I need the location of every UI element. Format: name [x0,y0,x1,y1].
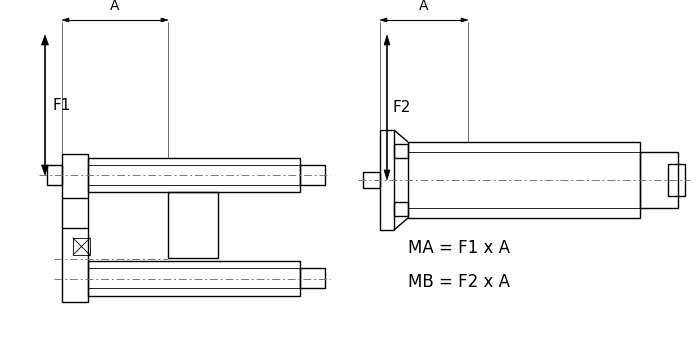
Polygon shape [41,165,48,175]
Polygon shape [161,18,168,22]
Text: F1: F1 [52,97,70,113]
Polygon shape [384,170,390,180]
Polygon shape [62,18,69,22]
Text: A: A [110,0,120,13]
Polygon shape [41,35,48,45]
Polygon shape [384,35,390,45]
Text: MA = F1 x A: MA = F1 x A [408,239,510,257]
Polygon shape [380,18,387,22]
Text: F2: F2 [393,100,411,115]
Polygon shape [461,18,468,22]
Text: A: A [419,0,429,13]
Text: MB = F2 x A: MB = F2 x A [408,273,510,291]
